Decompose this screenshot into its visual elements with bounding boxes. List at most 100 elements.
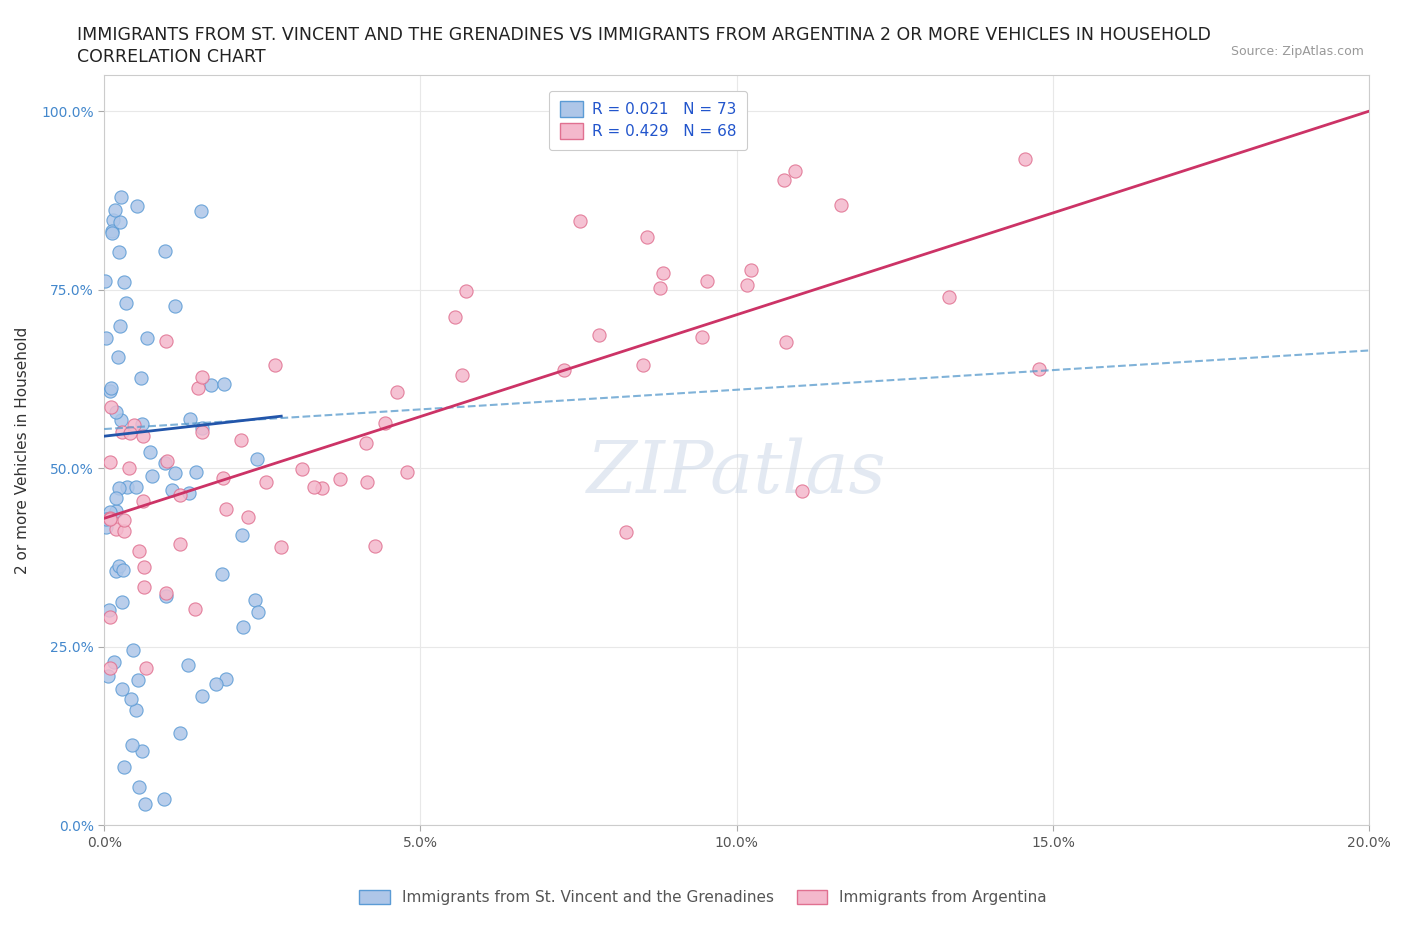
Point: [246, 451, 269, 466]
Point: [101, 226, 124, 241]
Point: [830, 198, 852, 213]
Point: [246, 604, 269, 619]
Point: [270, 539, 292, 554]
Point: [105, 522, 128, 537]
Point: [117, 480, 139, 495]
Point: [191, 425, 214, 440]
Point: [155, 334, 177, 349]
Text: IMMIGRANTS FROM ST. VINCENT AND THE GRENADINES VS IMMIGRANTS FROM ARGENTINA 2 OR: IMMIGRANTS FROM ST. VINCENT AND THE GREN…: [77, 26, 1211, 44]
Point: [128, 544, 150, 559]
Point: [775, 335, 797, 350]
Point: [108, 318, 131, 333]
Point: [122, 418, 145, 432]
Point: [111, 595, 134, 610]
Point: [153, 243, 176, 258]
Point: [136, 330, 159, 345]
Point: [212, 471, 235, 485]
Point: [179, 412, 201, 427]
Point: [100, 660, 122, 675]
Point: [191, 420, 214, 435]
Point: [110, 413, 132, 428]
Point: [254, 474, 277, 489]
Point: [104, 203, 127, 218]
Point: [160, 483, 183, 498]
Point: [98, 504, 121, 519]
Legend: R = 0.021   N = 73, R = 0.429   N = 68: R = 0.021 N = 73, R = 0.429 N = 68: [550, 90, 747, 150]
Point: [356, 475, 378, 490]
Point: [374, 415, 396, 430]
Legend: Immigrants from St. Vincent and the Grenadines, Immigrants from Argentina: Immigrants from St. Vincent and the Gren…: [352, 883, 1054, 913]
Point: [211, 566, 233, 581]
Point: [135, 660, 157, 675]
Point: [444, 310, 467, 325]
Point: [652, 266, 675, 281]
Point: [101, 212, 124, 227]
Point: [291, 462, 314, 477]
Point: [169, 487, 191, 502]
Point: [139, 445, 162, 459]
Point: [773, 172, 796, 187]
Point: [129, 371, 152, 386]
Point: [114, 524, 136, 538]
Point: [245, 592, 267, 607]
Point: [190, 204, 212, 219]
Point: [111, 682, 134, 697]
Point: [153, 792, 176, 807]
Point: [111, 425, 134, 440]
Point: [94, 273, 117, 288]
Point: [264, 358, 287, 373]
Point: [451, 367, 474, 382]
Point: [169, 537, 191, 551]
Y-axis label: 2 or more Vehicles in Household: 2 or more Vehicles in Household: [15, 326, 30, 574]
Point: [94, 512, 117, 526]
Point: [134, 796, 156, 811]
Point: [155, 453, 177, 468]
Point: [132, 579, 155, 594]
Point: [121, 737, 143, 752]
Point: [191, 369, 214, 384]
Point: [163, 466, 186, 481]
Point: [131, 429, 153, 444]
Text: CORRELATION CHART: CORRELATION CHART: [77, 48, 266, 66]
Point: [153, 456, 176, 471]
Point: [212, 376, 235, 391]
Point: [783, 164, 806, 179]
Point: [236, 510, 259, 525]
Point: [184, 465, 207, 480]
Point: [177, 658, 200, 672]
Point: [112, 512, 135, 527]
Point: [94, 519, 117, 534]
Point: [692, 330, 714, 345]
Point: [100, 609, 122, 624]
Point: [735, 277, 758, 292]
Point: [179, 485, 201, 500]
Point: [364, 538, 387, 553]
Point: [131, 743, 153, 758]
Point: [120, 692, 142, 707]
Point: [456, 284, 478, 299]
Point: [98, 603, 121, 618]
Text: Source: ZipAtlas.com: Source: ZipAtlas.com: [1230, 45, 1364, 58]
Point: [104, 504, 127, 519]
Point: [108, 480, 131, 495]
Point: [385, 384, 408, 399]
Point: [169, 725, 191, 740]
Point: [100, 511, 122, 525]
Point: [231, 527, 253, 542]
Point: [141, 468, 163, 483]
Point: [104, 564, 127, 578]
Point: [304, 480, 326, 495]
Point: [122, 643, 145, 658]
Point: [696, 274, 718, 289]
Point: [118, 425, 141, 440]
Point: [103, 655, 125, 670]
Point: [110, 190, 132, 205]
Point: [938, 289, 960, 304]
Point: [231, 432, 253, 447]
Point: [100, 455, 122, 470]
Point: [790, 484, 813, 498]
Point: [105, 405, 128, 419]
Point: [100, 399, 122, 414]
Point: [184, 602, 207, 617]
Point: [569, 214, 592, 229]
